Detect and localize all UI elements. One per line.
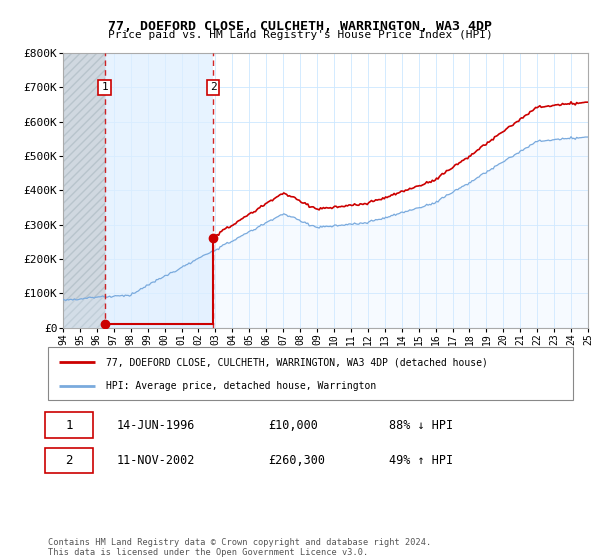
Text: 49% ↑ HPI: 49% ↑ HPI xyxy=(389,454,454,467)
Text: 88% ↓ HPI: 88% ↓ HPI xyxy=(389,418,454,432)
Text: 11-NOV-2002: 11-NOV-2002 xyxy=(116,454,194,467)
Text: 77, DOEFORD CLOSE, CULCHETH, WARRINGTON, WA3 4DP: 77, DOEFORD CLOSE, CULCHETH, WARRINGTON,… xyxy=(108,20,492,32)
Text: 1: 1 xyxy=(101,82,108,92)
Text: 1: 1 xyxy=(65,418,73,432)
Text: 14-JUN-1996: 14-JUN-1996 xyxy=(116,418,194,432)
FancyBboxPatch shape xyxy=(46,447,92,473)
Bar xyxy=(63,53,104,328)
FancyBboxPatch shape xyxy=(46,412,92,438)
FancyBboxPatch shape xyxy=(48,347,573,400)
Text: HPI: Average price, detached house, Warrington: HPI: Average price, detached house, Warr… xyxy=(106,380,376,390)
Text: 77, DOEFORD CLOSE, CULCHETH, WARRINGTON, WA3 4DP (detached house): 77, DOEFORD CLOSE, CULCHETH, WARRINGTON,… xyxy=(106,357,488,367)
Text: £260,300: £260,300 xyxy=(269,454,325,467)
Bar xyxy=(104,53,214,328)
Text: 2: 2 xyxy=(210,82,217,92)
Text: Price paid vs. HM Land Registry's House Price Index (HPI): Price paid vs. HM Land Registry's House … xyxy=(107,30,493,40)
Text: Contains HM Land Registry data © Crown copyright and database right 2024.
This d: Contains HM Land Registry data © Crown c… xyxy=(48,538,431,557)
Text: £10,000: £10,000 xyxy=(269,418,319,432)
Text: 2: 2 xyxy=(65,454,73,467)
